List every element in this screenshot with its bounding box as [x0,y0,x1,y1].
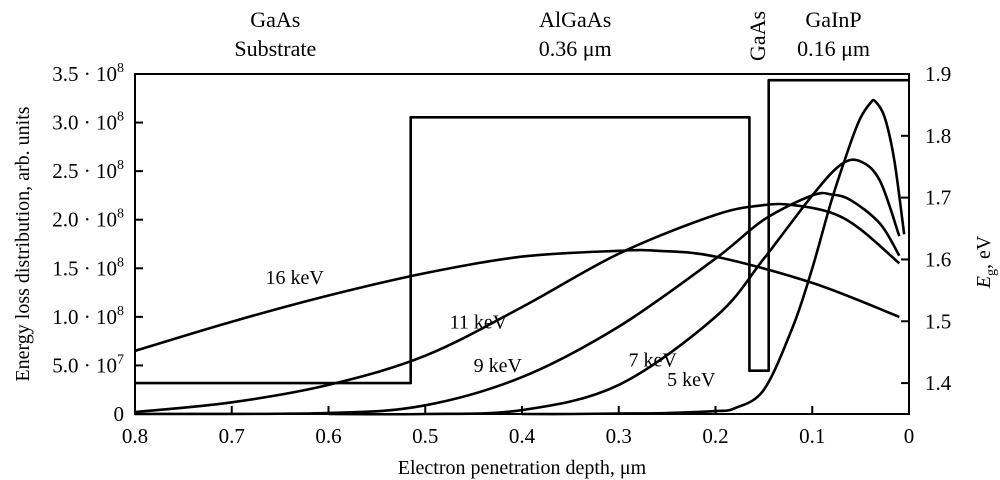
y-tick-mantissa: 3.5 · 10 [52,62,117,86]
series-line-7-kev [328,158,901,416]
y-axis-title: Energy loss distribution, arb. units [12,106,34,381]
curve-label-16-kev: 16 keV [265,267,324,289]
y-tick-mantissa: 3.0 · 10 [52,111,117,135]
y2-axis-ticks: 1.4 1.5 1.6 1.7 1.8 1.9 [901,62,952,395]
y2-tick-label: 1.9 [925,62,951,86]
y2-axis-title-sub: g [984,269,999,276]
y2-tick-label: 1.6 [925,247,951,271]
series-line-11-kev [134,202,901,414]
y-tick-exponent: 8 [117,207,124,222]
region-label-algaas-line2: 0.36 μm [539,36,612,61]
region-label-gaas-rotated: GaAs [745,11,770,61]
x-tick-label: 0 [904,424,915,448]
y2-axis-title: Eg, eV [973,235,999,289]
curve-label-5-kev: 5 keV [667,369,716,391]
region-label-gainp-line1: GaInP [805,7,861,32]
x-tick-label: 0.8 [122,424,148,448]
plot-area-border [134,73,910,415]
curve-label-9-kev: 9 keV [474,355,523,377]
y2-tick-label: 1.5 [925,309,951,333]
y-tick-exponent: 7 [117,352,124,367]
y-tick-exponent: 8 [117,304,124,319]
y-tick-mantissa: 0 [114,402,125,426]
region-label-gaas-line1: GaAs [250,7,300,32]
y-tick-mantissa: 2.5 · 10 [52,159,117,183]
x-axis-ticks: 0.8 0.7 0.6 0.5 0.4 0.3 0.2 0.1 0 [122,406,914,448]
y-tick-mantissa: 1.5 · 10 [52,256,117,280]
layer-region-labels: GaAs Substrate AlGaAs 0.36 μm GaInP 0.16 μm Ga… [234,7,870,61]
y-tick-mantissa: 1.0 · 10 [52,305,117,329]
curve-label-11-kev: 11 keV [450,312,508,334]
x-tick-label: 0.1 [799,424,825,448]
region-label-algaas-line1: AlGaAs [539,7,611,32]
y-tick-exponent: 8 [117,110,124,125]
y2-axis-title-main: E [973,276,995,289]
x-tick-label: 0.2 [702,424,728,448]
y-tick-label: 3.5 · 108 [52,61,124,86]
region-label-gaas-line2: Substrate [234,36,316,61]
y-tick-label: 1.0 · 108 [52,304,124,329]
region-label-gainp-line2: 0.16 μm [797,36,870,61]
y-tick-label: 0 [114,402,125,426]
y2-tick-label: 1.4 [925,371,952,395]
curve-label-7-kev: 7 keV [628,349,677,371]
series-line-eg [135,78,909,385]
x-tick-label: 0.5 [412,424,438,448]
y2-tick-label: 1.7 [925,186,951,210]
curves-layer [134,78,909,416]
y-tick-label: 3.0 · 108 [52,110,124,135]
y-tick-mantissa: 5.0 · 10 [52,353,117,377]
y-tick-label: 5.0 · 107 [52,352,124,377]
y2-tick-label: 1.8 [925,124,951,148]
series-line-16-kev [134,248,900,353]
x-tick-label: 0.4 [509,424,536,448]
y2-axis-title-unit: , eV [973,235,995,269]
y-tick-exponent: 8 [117,158,124,173]
y-tick-label: 1.5 · 108 [52,255,124,280]
x-tick-label: 0.7 [219,424,245,448]
y-tick-mantissa: 2.0 · 10 [52,208,117,232]
x-tick-label: 0.3 [606,424,632,448]
plot-frame [134,73,910,415]
series-line-9-kev [134,191,901,416]
y-tick-label: 2.0 · 108 [52,207,124,232]
y-tick-exponent: 8 [117,61,124,76]
x-axis-title: Electron penetration depth, μm [398,457,647,479]
x-tick-label: 0.6 [315,424,341,448]
y-tick-label: 2.5 · 108 [52,158,124,183]
y-tick-exponent: 8 [117,255,124,270]
